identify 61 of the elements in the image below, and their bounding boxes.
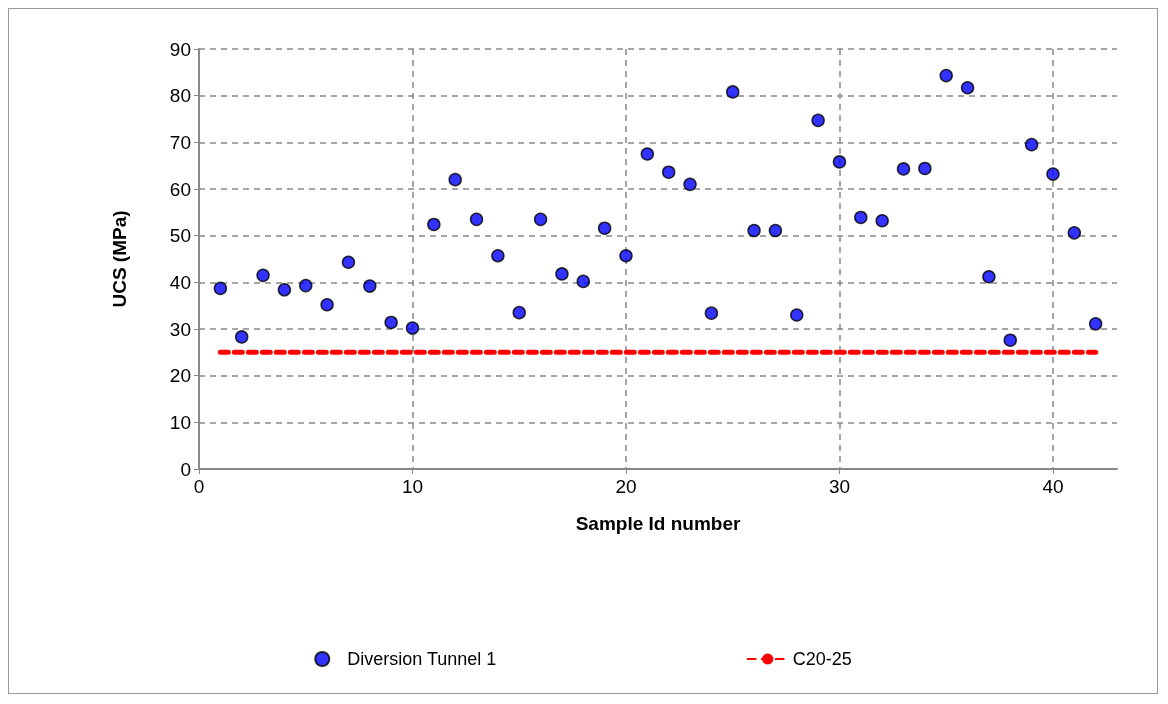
y-tick-label: 40 [169,271,191,293]
x-tick-label: 0 [193,476,205,497]
point [875,213,889,228]
legend-label: Diversion Tunnel 1 [347,649,497,669]
point [555,267,569,281]
point [213,281,228,296]
point [768,223,783,238]
point [533,212,548,227]
y-tick-label: 20 [169,365,191,387]
point [896,162,911,176]
y-tick-label: 80 [169,85,191,107]
point [725,85,740,99]
point [576,274,591,289]
point [341,255,356,270]
point [1088,317,1103,331]
point [448,172,462,187]
point [363,279,377,293]
point [234,330,249,344]
point [619,248,633,263]
y-tick-label: 50 [169,225,191,247]
y-tick-label: 90 [169,38,191,60]
point [512,305,526,320]
x-tick-label: 30 [828,476,851,497]
point [661,165,676,179]
y-tick-label: 60 [169,178,191,200]
point [640,147,655,161]
y-tick-label: 10 [169,411,191,433]
point [277,283,292,297]
point [811,113,825,128]
point [704,306,719,320]
point [1024,137,1039,152]
point [918,161,932,176]
point [683,177,697,192]
point [854,210,868,225]
point [256,268,270,283]
point [405,321,420,335]
point [939,68,953,83]
x-tick-label: 40 [1042,476,1064,497]
point [384,315,398,330]
point [1046,167,1060,181]
point [1003,333,1018,347]
x-tick-label: 20 [615,476,637,497]
point [960,80,975,95]
y-tick-label: 70 [169,131,191,153]
point [982,269,996,284]
point [469,212,484,227]
y-tick-label: 0 [180,458,191,480]
x-tick-label: 10 [401,476,424,497]
point [491,248,505,263]
point [790,308,804,322]
point [299,278,313,293]
legend-label: C20-25 [792,649,852,669]
point [427,217,441,232]
y-tick-label: 30 [169,318,191,340]
point [747,223,761,238]
point [832,155,847,169]
point [320,297,334,312]
y-axis-title: UCS (MPa) [109,210,130,308]
point [597,221,612,235]
x-axis-title: Sample Id number [575,513,741,534]
point [1067,226,1082,240]
